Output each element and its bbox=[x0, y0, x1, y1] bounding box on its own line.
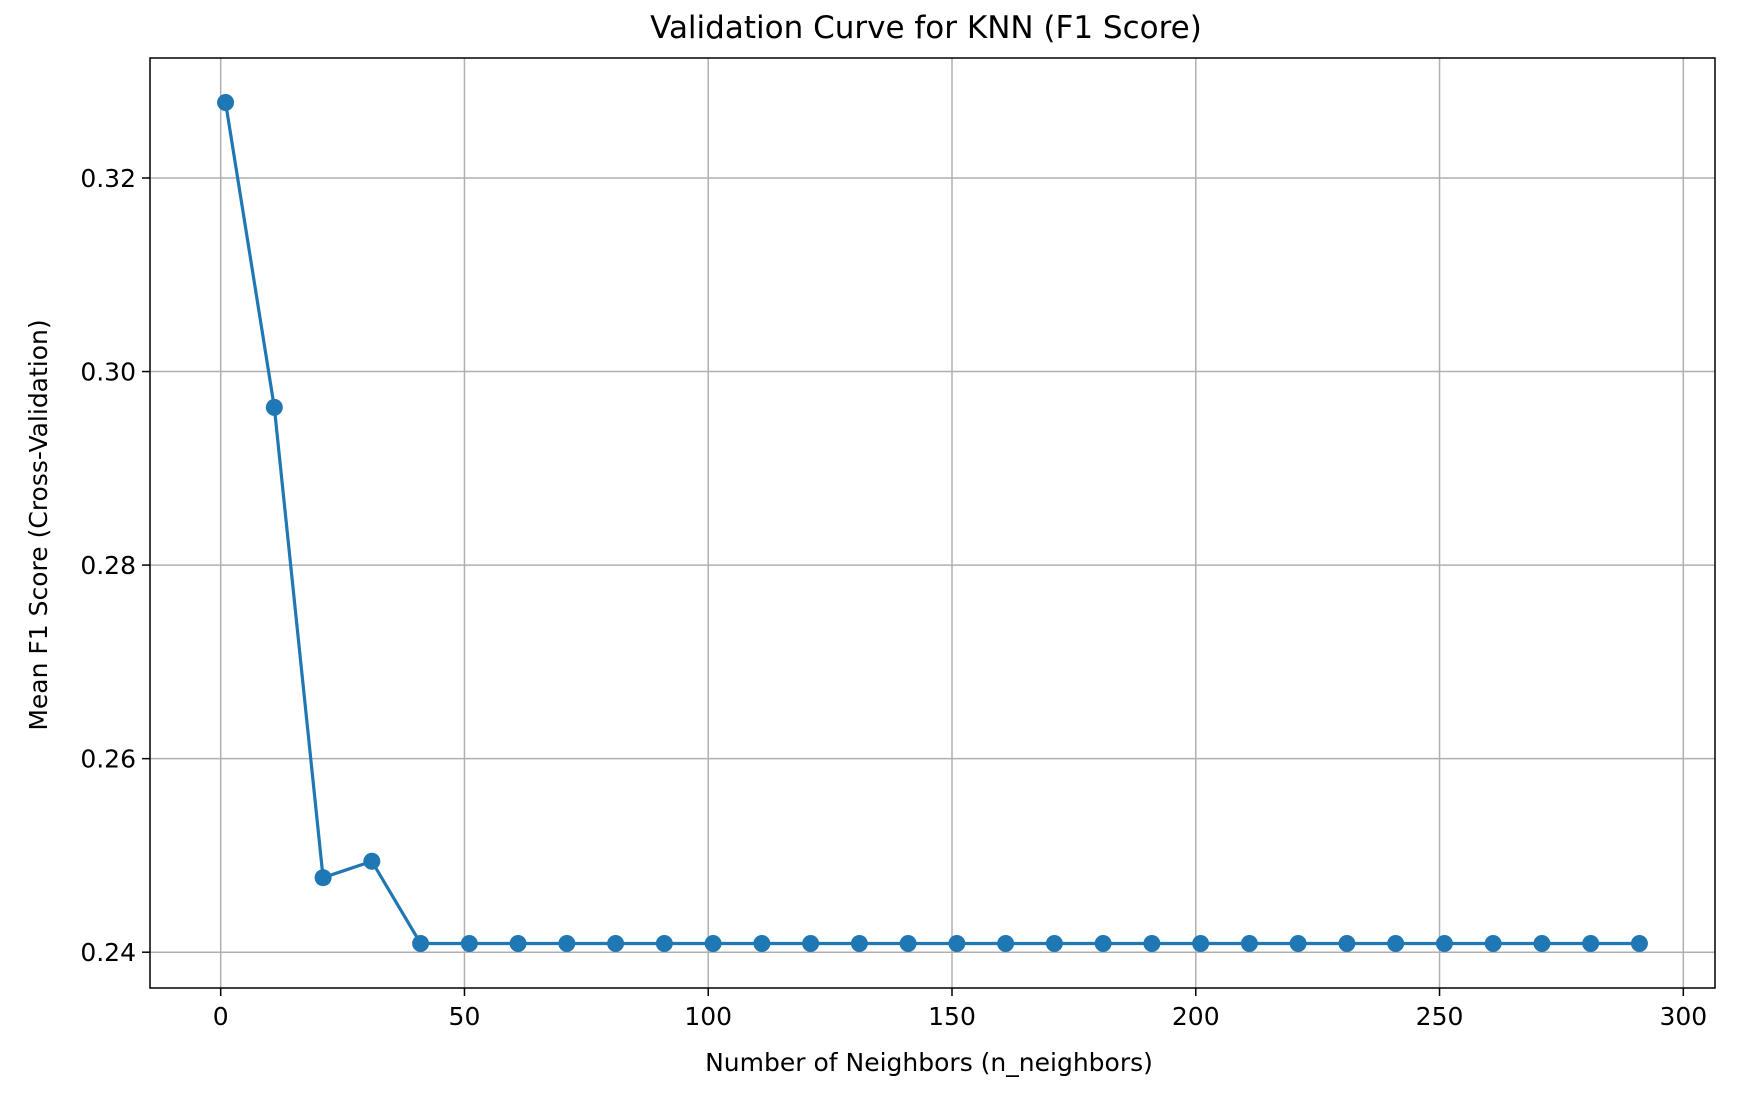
y-tick-label: 0.28 bbox=[80, 551, 136, 580]
data-point bbox=[850, 934, 868, 952]
series-line bbox=[223, 102, 1640, 946]
data-point bbox=[1387, 934, 1405, 952]
data-point bbox=[1435, 934, 1453, 952]
data-point bbox=[704, 934, 722, 952]
data-point bbox=[655, 934, 673, 952]
grid-lines bbox=[150, 58, 1715, 988]
data-point bbox=[1045, 934, 1063, 952]
plot-frame bbox=[149, 57, 1716, 989]
x-tick-label: 250 bbox=[1416, 1002, 1464, 1031]
data-point bbox=[997, 934, 1015, 952]
f1-series bbox=[217, 94, 1648, 952]
x-tick-label: 50 bbox=[449, 1002, 481, 1031]
x-tick-label: 300 bbox=[1659, 1002, 1707, 1031]
data-point bbox=[509, 934, 527, 952]
data-point bbox=[460, 934, 478, 952]
data-point bbox=[1094, 934, 1112, 952]
x-tick-label: 200 bbox=[1172, 1002, 1220, 1031]
x-tick-label: 0 bbox=[213, 1002, 229, 1031]
x-tick-label: 150 bbox=[928, 1002, 976, 1031]
data-point bbox=[1192, 934, 1210, 952]
x-tick-label: 100 bbox=[684, 1002, 732, 1031]
axis-ticks: 0 50 100 150 200 250 300 0.24 0.26 0.28 0.30 0.32 bbox=[80, 164, 1707, 1031]
data-point bbox=[314, 869, 332, 887]
y-tick-label: 0.26 bbox=[80, 745, 136, 774]
data-point bbox=[802, 934, 820, 952]
data-point bbox=[1289, 934, 1307, 952]
data-point bbox=[1143, 934, 1161, 952]
data-point bbox=[265, 398, 283, 416]
y-axis-label: Mean F1 Score (Cross-Validation) bbox=[24, 319, 53, 730]
data-point bbox=[1484, 934, 1502, 952]
data-point bbox=[412, 934, 430, 952]
data-point bbox=[1533, 934, 1551, 952]
data-point bbox=[1240, 934, 1258, 952]
data-point bbox=[899, 934, 917, 952]
data-point bbox=[607, 934, 625, 952]
y-tick-label: 0.32 bbox=[80, 164, 136, 193]
chart-title: Validation Curve for KNN (F1 Score) bbox=[650, 10, 1202, 46]
data-point bbox=[558, 934, 576, 952]
data-point bbox=[1338, 934, 1356, 952]
data-point bbox=[948, 934, 966, 952]
y-tick-label: 0.24 bbox=[80, 938, 136, 967]
data-point bbox=[1630, 934, 1648, 952]
y-tick-label: 0.30 bbox=[80, 358, 136, 387]
data-point bbox=[1582, 934, 1600, 952]
data-point bbox=[753, 934, 771, 952]
data-point bbox=[217, 94, 235, 112]
data-point bbox=[363, 852, 381, 870]
x-axis-label: Number of Neighbors (n_neighbors) bbox=[705, 1048, 1153, 1077]
